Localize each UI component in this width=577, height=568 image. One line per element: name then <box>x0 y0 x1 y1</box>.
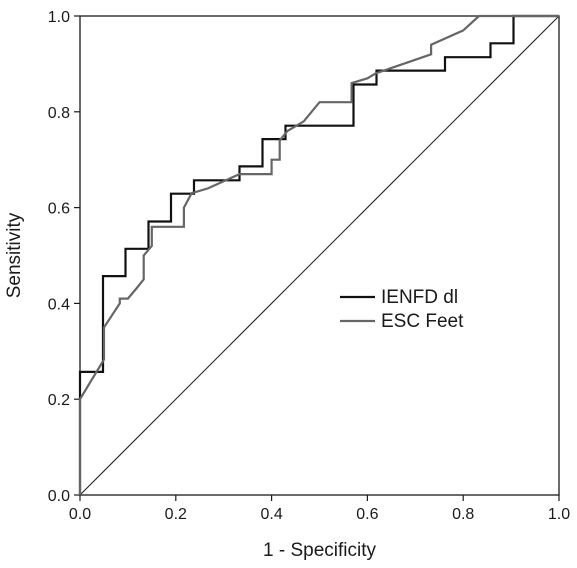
x-tick-label: 0.6 <box>356 506 378 523</box>
series-lines <box>78 14 559 495</box>
x-tick-label: 0.2 <box>165 506 187 523</box>
legend-label-ienfd-dl: IENFD dl <box>381 287 458 308</box>
legend-label-esc-feet: ESC Feet <box>381 311 464 332</box>
y-tick-label: 0.6 <box>48 201 70 218</box>
x-tick-label: 0.8 <box>452 506 474 523</box>
y-axis-title: Sensitivity <box>4 212 25 298</box>
axis-ticks: 0.0 0.2 0.4 0.6 0.8 1.0 0.0 0.2 0.4 0.6 0.8 1.0 <box>48 9 570 523</box>
x-tick-label: 0.4 <box>260 506 282 523</box>
reference-diagonal-line <box>79 15 560 496</box>
series-line-esc-feet <box>78 14 559 495</box>
x-tick-label: 0.0 <box>69 506 91 523</box>
series-line-ienfd-dl <box>78 14 559 495</box>
y-tick-label: 1.0 <box>48 9 70 26</box>
legend: IENFD dl ESC Feet <box>340 287 464 332</box>
x-axis-title: 1 - Specificity <box>263 540 376 561</box>
y-tick-label: 0.8 <box>48 105 70 122</box>
y-tick-label: 0.2 <box>48 392 70 409</box>
y-tick-label: 0.0 <box>48 488 70 505</box>
x-tick-label: 1.0 <box>548 506 570 523</box>
y-tick-label: 0.4 <box>48 296 70 313</box>
plot-area-frame <box>79 15 560 496</box>
